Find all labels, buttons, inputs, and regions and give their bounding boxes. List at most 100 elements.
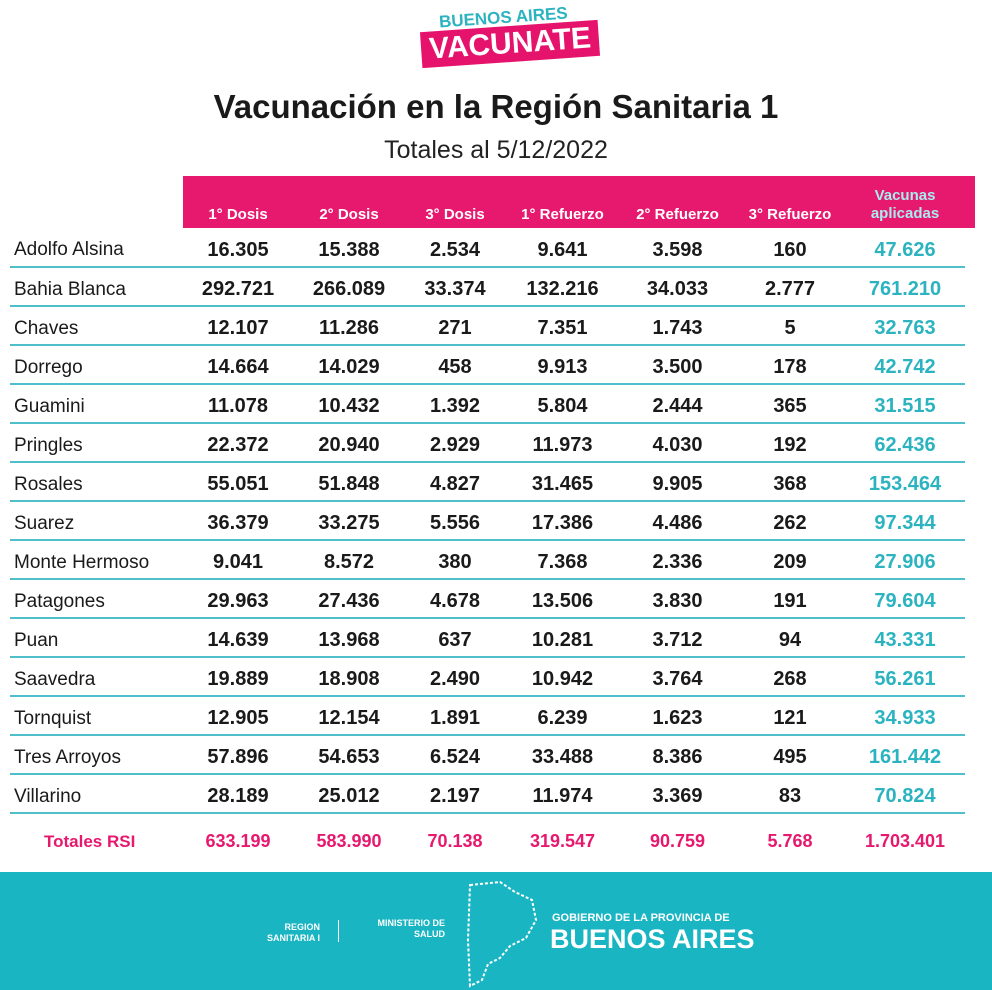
municipality-name: Totales RSI <box>44 831 136 851</box>
value-cell: 458 <box>405 345 505 385</box>
table-header-row: 1° Dosis 2° Dosis 3° Dosis 1° Refuerzo 2° Re… <box>10 176 965 228</box>
value-cell: 9.913 <box>505 345 620 385</box>
value-cell: 12.107 <box>183 306 293 346</box>
value-cell: 6.524 <box>405 735 505 775</box>
value-cell: 5.804 <box>505 384 620 424</box>
value-cell: 14.664 <box>183 345 293 385</box>
municipality-name: Suarez <box>10 501 183 541</box>
value-cell: 365 <box>735 384 845 424</box>
value-cell: 12.154 <box>293 696 405 736</box>
value-cell: 132.216 <box>505 267 620 307</box>
value-cell: 3.369 <box>620 774 735 814</box>
value-cell: 368 <box>735 462 845 502</box>
footer-ministry: MINISTERIO DE SALUD <box>377 918 445 939</box>
value-cell: 3.500 <box>620 345 735 385</box>
municipality-name: Pringles <box>10 423 183 463</box>
value-cell: 9.041 <box>183 540 293 580</box>
table-row: Suarez 36.379 33.275 5.556 17.386 4.486 262 97.… <box>10 501 965 541</box>
value-cell: 3.830 <box>620 579 735 619</box>
value-cell: 27.436 <box>293 579 405 619</box>
municipality-name: Patagones <box>10 579 183 619</box>
value-cell: 633.199 <box>205 831 271 851</box>
value-cell: 3.598 <box>620 228 735 268</box>
column-header: 1° Refuerzo <box>521 206 604 223</box>
table-row: Saavedra 19.889 18.908 2.490 10.942 3.764 268 5… <box>10 657 965 697</box>
total-cell: 153.464 <box>845 462 965 502</box>
value-cell: 34.033 <box>620 267 735 307</box>
table-row: Dorrego 14.664 14.029 458 9.913 3.500 178 42.74… <box>10 345 965 385</box>
column-header: 3° Dosis <box>425 206 485 223</box>
total-cell: 31.515 <box>845 384 965 424</box>
value-cell: 5.768 <box>767 831 813 851</box>
column-header: 2° Refuerzo <box>636 206 719 223</box>
value-cell: 13.506 <box>505 579 620 619</box>
total-cell: 1.703.401 <box>864 831 946 851</box>
total-cell: 32.763 <box>845 306 965 346</box>
footer-gov-small: GOBIERNO DE LA PROVINCIA DE <box>552 912 730 924</box>
value-cell: 7.368 <box>505 540 620 580</box>
value-cell: 33.275 <box>293 501 405 541</box>
province-map-icon <box>466 880 538 988</box>
column-header: 3° Refuerzo <box>748 206 832 223</box>
value-cell: 191 <box>735 579 845 619</box>
value-cell: 3.712 <box>620 618 735 658</box>
table-row: Villarino 28.189 25.012 2.197 11.974 3.369 83 7… <box>10 774 965 814</box>
header-blank <box>10 176 183 228</box>
value-cell: 83 <box>735 774 845 814</box>
value-cell: 17.386 <box>505 501 620 541</box>
value-cell: 18.908 <box>293 657 405 697</box>
value-cell: 637 <box>405 618 505 658</box>
value-cell: 1.623 <box>620 696 735 736</box>
value-cell: 14.029 <box>293 345 405 385</box>
value-cell: 11.078 <box>183 384 293 424</box>
total-cell: 43.331 <box>845 618 965 658</box>
table-row: Monte Hermoso 9.041 8.572 380 7.368 2.336 209 2… <box>10 540 965 580</box>
value-cell: 11.286 <box>293 306 405 346</box>
value-cell: 4.678 <box>405 579 505 619</box>
column-header: 2° Dosis <box>319 206 379 223</box>
value-cell: 1.891 <box>405 696 505 736</box>
value-cell: 5.556 <box>405 501 505 541</box>
total-cell: 62.436 <box>845 423 965 463</box>
total-cell: 97.344 <box>845 501 965 541</box>
value-cell: 192 <box>735 423 845 463</box>
table-header-background <box>183 176 975 228</box>
page-subtitle: Totales al 5/12/2022 <box>384 136 608 164</box>
table-row: Patagones 29.963 27.436 4.678 13.506 3.830 191… <box>10 579 965 619</box>
total-cell: 27.906 <box>845 540 965 580</box>
value-cell: 292.721 <box>183 267 293 307</box>
value-cell: 3.764 <box>620 657 735 697</box>
municipality-name: Saavedra <box>10 657 183 697</box>
table-row: Pringles 22.372 20.940 2.929 11.973 4.030 192 6… <box>10 423 965 463</box>
value-cell: 495 <box>735 735 845 775</box>
value-cell: 25.012 <box>293 774 405 814</box>
total-cell: 70.824 <box>845 774 965 814</box>
value-cell: 2.197 <box>405 774 505 814</box>
value-cell: 22.372 <box>183 423 293 463</box>
table-row: Tres Arroyos 57.896 54.653 6.524 33.488 8.386… <box>10 735 965 775</box>
value-cell: 94 <box>735 618 845 658</box>
municipality-name: Monte Hermoso <box>10 540 183 580</box>
table-row: Guamini 11.078 10.432 1.392 5.804 2.444 365 31.… <box>10 384 965 424</box>
municipality-name: Dorrego <box>10 345 183 385</box>
total-cell: 42.742 <box>845 345 965 385</box>
value-cell: 14.639 <box>183 618 293 658</box>
total-cell: 56.261 <box>845 657 965 697</box>
value-cell: 209 <box>735 540 845 580</box>
value-cell: 1.743 <box>620 306 735 346</box>
value-cell: 2.444 <box>620 384 735 424</box>
total-cell: 161.442 <box>845 735 965 775</box>
value-cell: 51.848 <box>293 462 405 502</box>
value-cell: 6.239 <box>505 696 620 736</box>
value-cell: 29.963 <box>183 579 293 619</box>
column-header: Vacunas aplicadas <box>870 187 940 222</box>
value-cell: 160 <box>735 228 845 268</box>
municipality-name: Villarino <box>10 774 183 814</box>
value-cell: 10.942 <box>505 657 620 697</box>
value-cell: 11.974 <box>505 774 620 814</box>
table-row: Puan 14.639 13.968 637 10.281 3.712 94 43.331 <box>10 618 965 658</box>
value-cell: 4.827 <box>405 462 505 502</box>
municipality-name: Tornquist <box>10 696 183 736</box>
value-cell: 2.336 <box>620 540 735 580</box>
value-cell: 2.777 <box>735 267 845 307</box>
